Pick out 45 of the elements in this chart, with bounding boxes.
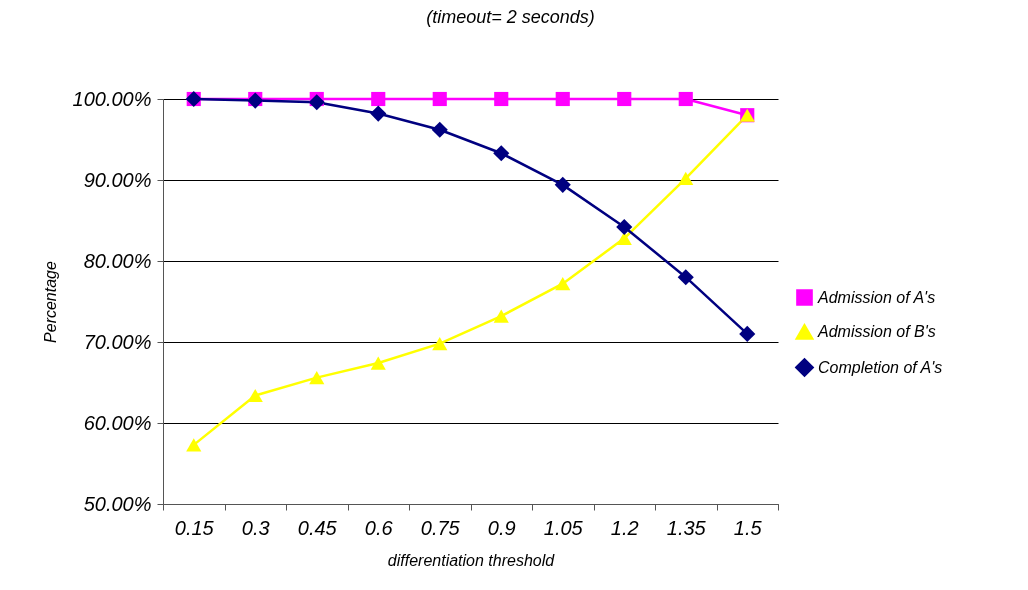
point bbox=[616, 218, 633, 236]
legend-label: Completion of A's bbox=[818, 358, 943, 376]
x-tick-label: 0.3 bbox=[241, 516, 270, 539]
chart-title: (timeout= 2 seconds) bbox=[426, 7, 595, 27]
y-tick-label: 90.00% bbox=[83, 168, 152, 191]
point bbox=[739, 325, 756, 342]
x-tick-label: 0.75 bbox=[420, 516, 461, 539]
point bbox=[616, 231, 632, 245]
point bbox=[370, 105, 387, 122]
x-tick-label: 0.15 bbox=[174, 516, 215, 539]
x-tick-label: 1.05 bbox=[543, 516, 584, 539]
point bbox=[432, 91, 447, 107]
point bbox=[493, 145, 510, 162]
x-tick-label: 0.45 bbox=[297, 516, 338, 539]
y-tick-label: 70.00% bbox=[83, 330, 152, 353]
point bbox=[431, 121, 448, 138]
point bbox=[678, 171, 694, 185]
point bbox=[308, 94, 325, 111]
x-axis-title: differentiation threshold bbox=[387, 551, 556, 569]
point bbox=[370, 356, 386, 370]
point bbox=[617, 91, 632, 107]
x-tick-label: 0.9 bbox=[487, 516, 516, 539]
x-tick-label: 1.35 bbox=[666, 516, 707, 539]
legend-label: Admission of A's bbox=[817, 288, 936, 306]
point bbox=[309, 371, 325, 385]
y-tick-label: 50.00% bbox=[83, 492, 152, 515]
legend-label: Admission of B's bbox=[817, 323, 936, 340]
y-tick-label: 60.00% bbox=[83, 411, 152, 434]
point bbox=[555, 91, 570, 107]
x-tick-label: 1.2 bbox=[610, 516, 639, 539]
point bbox=[186, 438, 202, 452]
point bbox=[494, 91, 509, 107]
y-tick-label: 80.00% bbox=[83, 249, 152, 272]
y-tick-label: 100.00% bbox=[72, 87, 152, 110]
x-tick-label: 1.5 bbox=[733, 516, 763, 539]
point bbox=[493, 309, 509, 323]
y-axis-title: Percentage bbox=[41, 260, 59, 343]
point bbox=[247, 388, 263, 403]
point bbox=[371, 91, 386, 107]
point bbox=[554, 176, 571, 193]
point bbox=[555, 277, 571, 291]
x-tick-label: 0.6 bbox=[364, 516, 394, 539]
point bbox=[677, 269, 694, 286]
point bbox=[678, 91, 693, 107]
point bbox=[432, 337, 448, 351]
